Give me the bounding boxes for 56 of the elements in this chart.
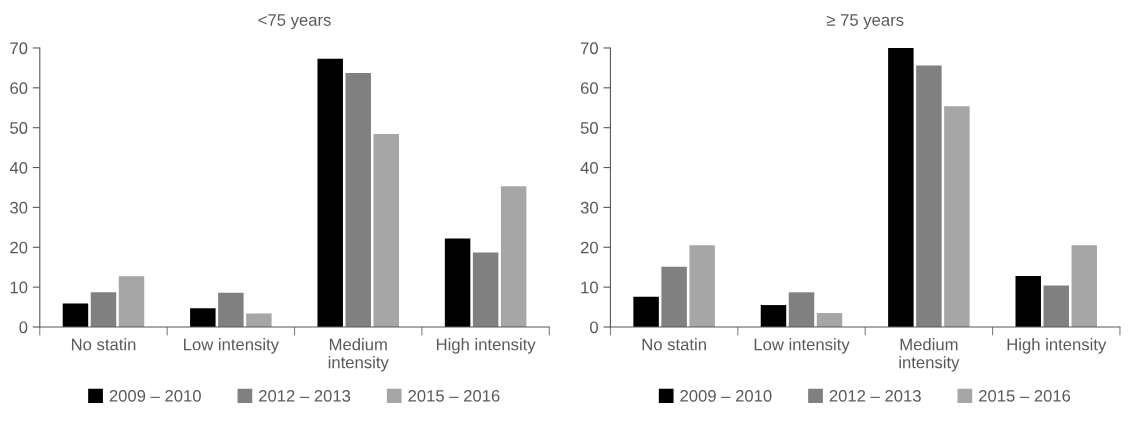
y-tick-label: 50 (580, 122, 598, 134)
x-tick-label: High intensity (436, 338, 536, 354)
bar (190, 308, 216, 327)
bar (1043, 285, 1069, 327)
bar (90, 292, 117, 327)
y-tick-label: 0 (19, 321, 28, 334)
y-tick-label: 30 (10, 201, 28, 214)
bar (472, 252, 499, 327)
bar (62, 303, 89, 327)
bar (317, 58, 343, 327)
bar (1071, 245, 1098, 327)
y-tick-label: 70 (10, 42, 28, 55)
bar (1015, 275, 1041, 327)
bar (944, 106, 970, 327)
x-tick-label: Medium intensity (899, 338, 960, 372)
x-tick-label: Low intensity (754, 338, 850, 354)
y-tick-label: 10 (581, 281, 598, 294)
bar (916, 65, 942, 327)
bar (246, 313, 272, 327)
x-tick-label: No statin (642, 338, 706, 351)
y-tick-label: 40 (9, 161, 28, 174)
bar (816, 313, 843, 327)
bar (633, 296, 659, 327)
bar (661, 266, 687, 327)
bar (444, 238, 471, 327)
bar (760, 305, 787, 327)
legend-label: 2009 – 2010 (680, 389, 772, 402)
legend-label: 2015 – 2016 (979, 389, 1071, 402)
bar (500, 186, 527, 327)
bar (788, 292, 815, 327)
y-tick-label: 60 (580, 82, 598, 95)
bar (345, 73, 371, 327)
y-tick-label: 20 (10, 241, 28, 254)
y-tick-label: 70 (580, 42, 598, 55)
chart-title: <75 years (258, 14, 331, 30)
legend-label: 2012 – 2013 (829, 389, 921, 402)
y-tick-label: 30 (580, 201, 598, 214)
y-tick-label: 60 (10, 82, 28, 95)
x-tick-label: Medium intensity (328, 338, 389, 372)
bar (888, 47, 914, 327)
y-tick-label: 40 (580, 161, 598, 174)
bar (218, 292, 244, 327)
y-tick-label: 10 (10, 281, 28, 294)
chart-title: ≥ 75 years (826, 14, 904, 30)
y-tick-label: 0 (590, 321, 598, 334)
bar (373, 134, 399, 327)
legend-label: 2009 – 2010 (109, 389, 201, 402)
y-tick-label: 20 (580, 241, 598, 254)
bar (118, 276, 145, 327)
x-tick-label: High intensity (1007, 338, 1107, 354)
legend-label: 2015 – 2016 (408, 389, 500, 402)
legend-label: 2012 – 2013 (259, 389, 351, 402)
y-tick-label: 50 (10, 122, 28, 134)
x-tick-label: No statin (71, 338, 136, 351)
bar (689, 245, 715, 327)
x-tick-label: Low intensity (184, 338, 279, 354)
